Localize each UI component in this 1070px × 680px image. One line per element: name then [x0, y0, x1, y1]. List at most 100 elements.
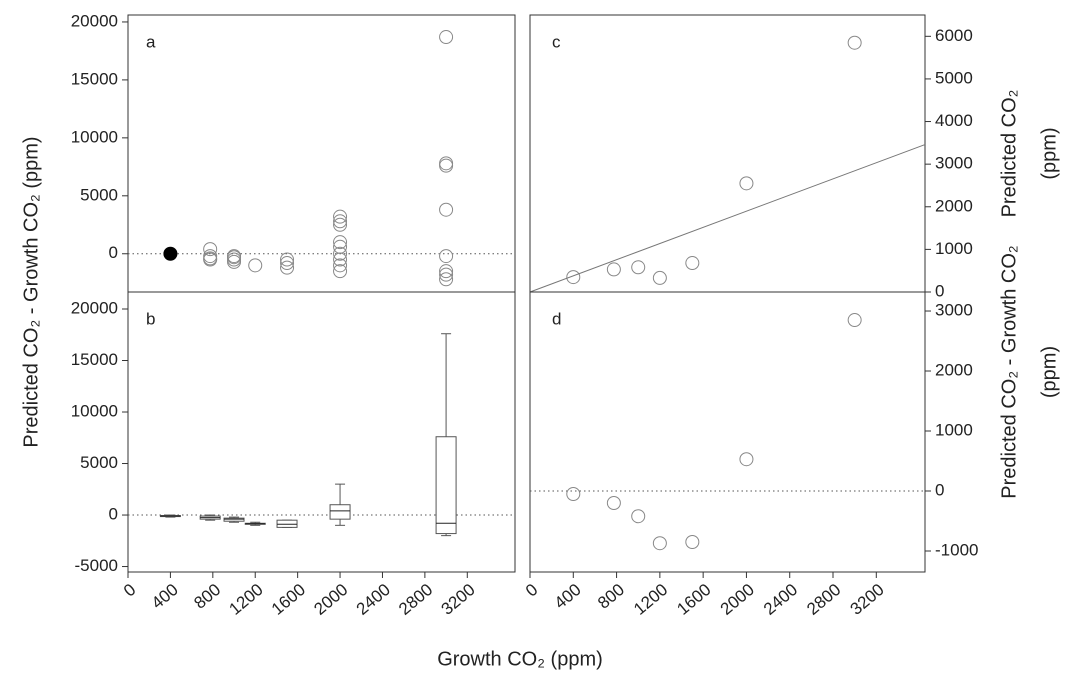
point [333, 252, 348, 267]
point [333, 217, 348, 232]
point [333, 214, 348, 229]
box [276, 519, 298, 528]
point [606, 262, 621, 277]
x-tick-label: 400 [148, 580, 182, 613]
panel-label: a [146, 32, 156, 51]
x-tick-label: 400 [551, 580, 585, 613]
point [163, 246, 178, 261]
y-axis-label: Predicted CO₂ - Growth CO₂ [998, 245, 1020, 498]
point [685, 256, 700, 271]
point [631, 509, 646, 524]
y-tick-label: 0 [109, 505, 118, 524]
y-axis-label: (ppm) [1038, 127, 1060, 179]
x-tick-label: 3200 [438, 580, 479, 619]
x-tick-label: 1200 [630, 580, 671, 619]
y-tick-label: 20000 [71, 11, 118, 30]
panel-frame [529, 14, 926, 293]
box [435, 436, 457, 535]
point [439, 249, 454, 264]
point [203, 242, 218, 257]
x-tick-label: 2400 [353, 580, 394, 619]
x-tick-label: 0 [120, 580, 139, 601]
y-tick-label: 6000 [935, 26, 973, 45]
y-tick-label: 1000 [935, 420, 973, 439]
box [223, 517, 245, 522]
point [333, 235, 348, 250]
point [203, 252, 218, 267]
y-tick-label: 0 [935, 281, 944, 300]
y-tick-label: 10000 [71, 401, 118, 420]
x-tick-label: 0 [522, 580, 541, 601]
point [847, 313, 862, 328]
y-axis-label: (ppm) [1038, 346, 1060, 398]
point [439, 158, 454, 173]
point [631, 260, 646, 275]
panel-frame [127, 291, 516, 573]
y-tick-label: 15000 [71, 350, 118, 369]
panel-frame [127, 14, 516, 293]
y-tick-label: 2000 [935, 196, 973, 215]
y-axis-label: Predicted CO₂ [998, 90, 1020, 218]
point [566, 487, 581, 502]
point [739, 176, 754, 191]
point [739, 452, 754, 467]
y-tick-label: 5000 [80, 453, 118, 472]
point [227, 249, 242, 264]
point [203, 251, 218, 266]
y-tick-label: 5000 [935, 68, 973, 87]
point [606, 496, 621, 511]
point [439, 264, 454, 279]
y-tick-label: 10000 [71, 127, 118, 146]
y-tick-label: 4000 [935, 111, 973, 130]
point [333, 264, 348, 279]
fit-line [529, 144, 926, 293]
point [439, 30, 454, 45]
x-tick-label: 2800 [803, 580, 844, 619]
y-tick-label: 20000 [71, 298, 118, 317]
point [652, 270, 667, 285]
x-tick-label: 2000 [310, 580, 351, 619]
x-tick-label: 1200 [225, 580, 266, 619]
point [333, 209, 348, 224]
point [566, 270, 581, 285]
x-tick-label: 2800 [395, 580, 436, 619]
y-tick-label: 2000 [935, 360, 973, 379]
y-tick-label: 0 [935, 480, 944, 499]
point [227, 254, 242, 269]
box [329, 504, 351, 520]
point [439, 272, 454, 287]
y-tick-label: -5000 [75, 556, 118, 575]
point [280, 260, 295, 275]
point [280, 256, 295, 271]
point [333, 258, 348, 273]
panel-frame [529, 291, 926, 573]
point [685, 535, 700, 550]
point [439, 202, 454, 217]
y-tick-label: 0 [109, 243, 118, 262]
point [280, 252, 295, 267]
y-tick-label: 5000 [80, 185, 118, 204]
panel-label: c [552, 32, 561, 51]
y-tick-label: 3000 [935, 301, 973, 320]
x-tick-label: 2000 [717, 580, 758, 619]
y-tick-label: 15000 [71, 69, 118, 88]
point [227, 250, 242, 265]
x-tick-label: 800 [190, 580, 224, 613]
point [333, 246, 348, 261]
x-axis-label: Growth CO₂ (ppm) [437, 648, 603, 670]
point [439, 267, 454, 282]
x-tick-label: 800 [594, 580, 628, 613]
x-tick-label: 3200 [847, 580, 888, 619]
y-axis-label: Predicted CO₂ - Growth CO₂ (ppm) [20, 136, 42, 447]
panel-label: d [552, 309, 561, 328]
x-tick-label: 1600 [673, 580, 714, 619]
y-tick-label: 1000 [935, 239, 973, 258]
point [847, 35, 862, 50]
x-tick-label: 2400 [760, 580, 801, 619]
point [652, 536, 667, 551]
x-tick-label: 1600 [268, 580, 309, 619]
y-tick-label: 3000 [935, 154, 973, 173]
panel-label: b [146, 309, 155, 328]
y-tick-label: -1000 [935, 540, 978, 559]
